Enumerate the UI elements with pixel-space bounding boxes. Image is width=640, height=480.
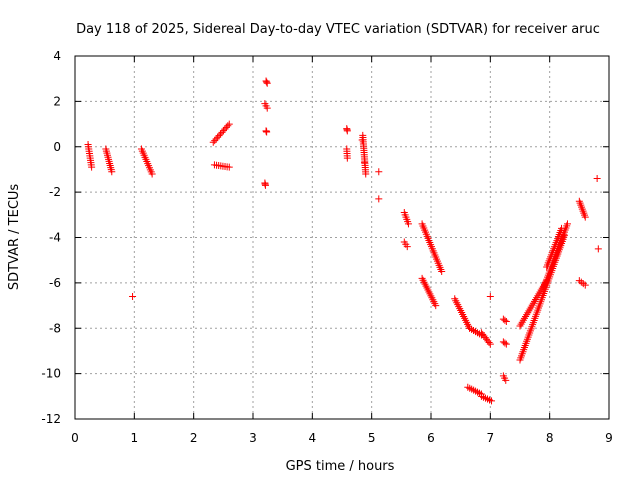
data-point bbox=[214, 133, 222, 141]
data-point bbox=[225, 163, 233, 171]
y-tick-label: -12 bbox=[41, 412, 61, 426]
x-tick-label: 0 bbox=[71, 431, 79, 445]
grid-lines bbox=[75, 56, 609, 419]
data-point bbox=[486, 292, 494, 300]
data-point bbox=[563, 220, 571, 228]
y-tick-label: 0 bbox=[53, 140, 61, 154]
data-point bbox=[501, 316, 509, 324]
x-axis-label: GPS time / hours bbox=[286, 459, 395, 474]
y-tick-label: 4 bbox=[53, 49, 61, 63]
data-point bbox=[343, 127, 351, 135]
data-point bbox=[263, 78, 271, 86]
data-point bbox=[222, 123, 230, 131]
x-tick-label: 2 bbox=[190, 431, 198, 445]
data-point bbox=[485, 339, 493, 347]
data-point bbox=[148, 170, 156, 178]
x-tick-label: 3 bbox=[249, 431, 257, 445]
data-point bbox=[502, 376, 510, 384]
data-point bbox=[217, 130, 225, 138]
data-point bbox=[581, 213, 589, 221]
data-point bbox=[261, 181, 269, 189]
data-point bbox=[581, 281, 589, 289]
x-tick-label: 4 bbox=[309, 431, 317, 445]
data-point bbox=[263, 128, 271, 136]
data-point bbox=[225, 120, 233, 128]
x-tick-label: 7 bbox=[487, 431, 495, 445]
data-point bbox=[362, 170, 370, 178]
data-point bbox=[403, 243, 411, 251]
axis-ticks: 0 1 2 3 4 5 6 7 8 9 -12 -10 -8 -6 -4 -2 0 2 4 bbox=[41, 49, 612, 445]
data-point bbox=[594, 245, 602, 253]
data-point bbox=[593, 175, 601, 183]
data-point bbox=[358, 136, 366, 144]
data-point bbox=[438, 268, 446, 276]
data-point bbox=[263, 104, 271, 112]
y-tick-label: -6 bbox=[49, 276, 61, 290]
data-point bbox=[219, 127, 227, 135]
data-point bbox=[212, 135, 220, 143]
data-point bbox=[129, 292, 137, 300]
data-point bbox=[343, 154, 351, 162]
data-point bbox=[263, 79, 271, 87]
data-point bbox=[88, 163, 96, 171]
y-tick-label: -10 bbox=[41, 367, 61, 381]
data-point bbox=[215, 132, 223, 140]
data-point bbox=[209, 138, 217, 146]
chart-title: Day 118 of 2025, Sidereal Day-to-day VTE… bbox=[76, 22, 600, 37]
data-point bbox=[558, 224, 566, 232]
y-tick-label: -4 bbox=[49, 231, 61, 245]
y-tick-label: -2 bbox=[49, 185, 61, 199]
data-point bbox=[486, 340, 494, 348]
data-point bbox=[375, 168, 383, 176]
data-point bbox=[432, 302, 440, 310]
data-point bbox=[211, 137, 219, 145]
x-tick-label: 9 bbox=[605, 431, 613, 445]
data-point bbox=[502, 340, 510, 348]
data-point bbox=[488, 397, 496, 405]
x-tick-label: 1 bbox=[131, 431, 139, 445]
data-point bbox=[501, 339, 509, 347]
data-point bbox=[108, 168, 116, 176]
y-tick-label: 2 bbox=[53, 94, 61, 108]
data-points bbox=[84, 77, 602, 405]
x-tick-label: 8 bbox=[546, 431, 554, 445]
data-point bbox=[404, 220, 412, 228]
data-point bbox=[224, 122, 232, 130]
y-axis-label: SDTVAR / TECUs bbox=[7, 184, 22, 291]
data-point bbox=[375, 195, 383, 203]
data-point bbox=[218, 128, 226, 136]
y-tick-label: -8 bbox=[49, 321, 61, 335]
data-point bbox=[221, 125, 229, 133]
x-tick-label: 5 bbox=[368, 431, 376, 445]
data-point bbox=[502, 317, 510, 325]
data-point bbox=[361, 159, 369, 167]
x-tick-label: 6 bbox=[427, 431, 435, 445]
